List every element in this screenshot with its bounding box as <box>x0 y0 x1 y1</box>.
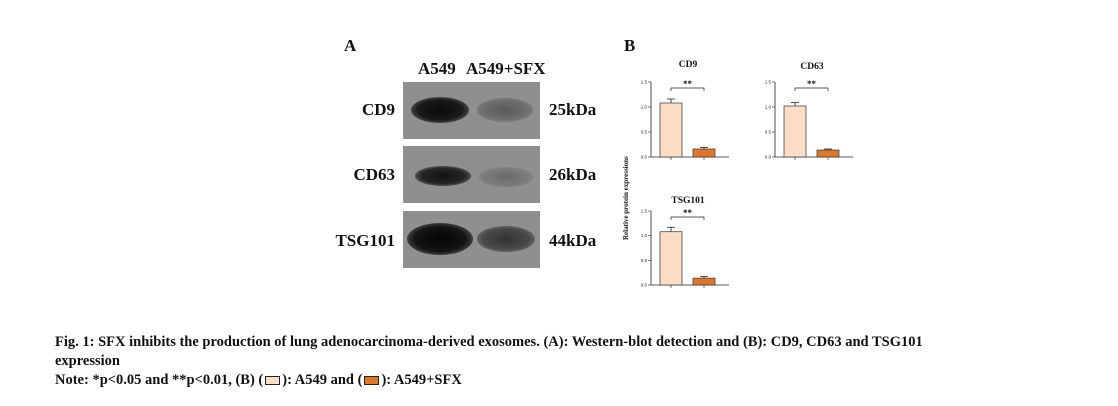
cd63-y-tick-label: 0.0 <box>765 155 772 160</box>
note-mid: ): A549 and ( <box>282 372 363 388</box>
cd9-y-tick-label: 1.0 <box>641 105 648 110</box>
blot-tsg101 <box>403 211 540 268</box>
cd63-bar-a549 <box>783 105 807 158</box>
cd63-significance-bracket <box>794 87 829 91</box>
panel-b-letter: B <box>624 36 636 55</box>
caption-line-2: expression <box>55 353 120 369</box>
cd63-chart-title: CD63 <box>800 62 823 72</box>
cd9-y-tick-label: 0.0 <box>641 155 648 160</box>
panel-b-ylabel-svg: Relative protein expressions <box>622 156 630 240</box>
tsg101-y-tick-label: 1.0 <box>641 233 648 238</box>
cd63-bar-a549-sfx <box>816 149 840 158</box>
band-cd9-a549 <box>411 97 469 123</box>
cd9-bar-a549-sfx <box>692 148 716 158</box>
cd9-y-tick-label: 0.5 <box>641 130 648 135</box>
tsg101-significance-bracket <box>670 216 705 220</box>
blot-cd63 <box>403 146 540 203</box>
cd63-significance-label: ** <box>807 79 817 89</box>
panel-a-letter: A <box>344 36 357 55</box>
legend-swatch-a549-sfx <box>364 376 380 386</box>
cd9-bar-a549 <box>659 102 683 158</box>
legend-swatch-a549 <box>265 376 281 386</box>
tsg101-y-tick-label: 0.5 <box>641 258 648 263</box>
figure-caption: Fig. 1: SFX inhibits the production of l… <box>55 333 923 390</box>
caption-line-1: Fig. 1: SFX inhibits the production of l… <box>55 334 923 350</box>
band-cd9-sfx <box>477 98 533 122</box>
tsg101-chart-title: TSG101 <box>671 196 705 206</box>
note-prefix: Note: *p<0.05 and **p<0.01, (B) ( <box>55 372 264 388</box>
cd9-significance-bracket <box>670 87 705 91</box>
blot-cd9 <box>403 82 540 139</box>
wb-label-cd63: CD63 <box>353 165 395 184</box>
wb-size-cd63: 26kDa <box>549 165 597 184</box>
note-end: ): A549+SFX <box>381 372 462 388</box>
wb-label-tsg101: TSG101 <box>335 231 395 250</box>
tsg101-y-tick-label: 1.5 <box>641 209 648 214</box>
cd9-y-tick-label: 1.5 <box>641 80 648 85</box>
wb-size-tsg101: 44kDa <box>549 231 597 250</box>
band-cd63-sfx <box>479 167 533 187</box>
tsg101-significance-label: ** <box>683 208 693 218</box>
band-tsg101-a549 <box>407 223 473 255</box>
tsg101-bar-a549 <box>659 231 683 286</box>
band-cd63-a549 <box>415 166 471 186</box>
cd63-y-tick-label: 1.0 <box>765 105 772 110</box>
cd9-significance-label: ** <box>683 79 693 89</box>
cd63-y-tick-label: 1.5 <box>765 80 772 85</box>
wb-column-a549: A549 <box>418 59 456 78</box>
wb-label-cd9: CD9 <box>361 100 395 119</box>
tsg101-bar-a549-sfx <box>692 277 716 286</box>
cd9-chart-title: CD9 <box>679 60 698 70</box>
band-tsg101-sfx <box>477 226 535 252</box>
caption-note: Note: *p<0.05 and **p<0.01, (B) ( ): A549… <box>55 371 923 390</box>
panel-b-ylabel: Relative protein expressions <box>622 156 630 240</box>
cd63-y-tick-label: 0.5 <box>765 130 772 135</box>
tsg101-y-tick-label: 0.0 <box>641 283 648 288</box>
wb-size-cd9: 25kDa <box>549 100 597 119</box>
wb-column-a549-sfx: A549+SFX <box>466 59 546 78</box>
